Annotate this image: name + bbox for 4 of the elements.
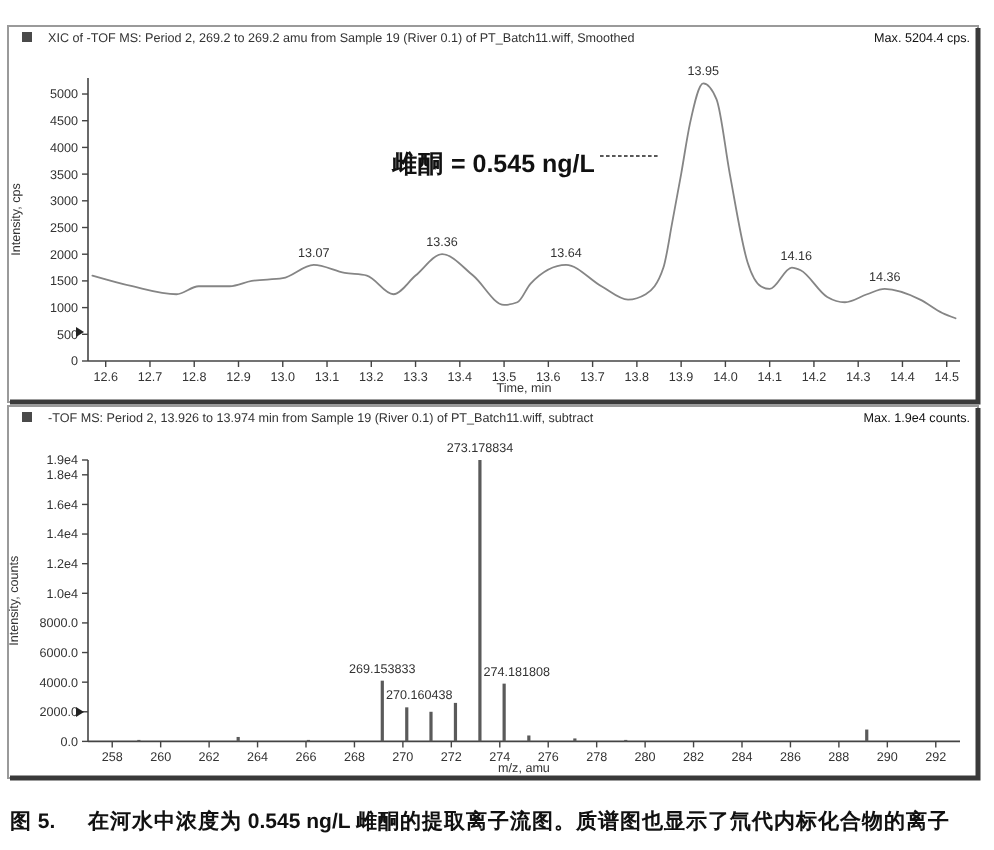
caption: 图 5. bbox=[10, 810, 56, 834]
annotation: 雌酮 = 0.545 ng/L bbox=[390, 150, 596, 178]
text: 在河水中浓度为 0.545 ng/L 雌酮的提取离子流图。质谱图也显示了氘代内标化合物的离子 bbox=[86, 808, 950, 834]
line-series bbox=[91, 82, 957, 320]
